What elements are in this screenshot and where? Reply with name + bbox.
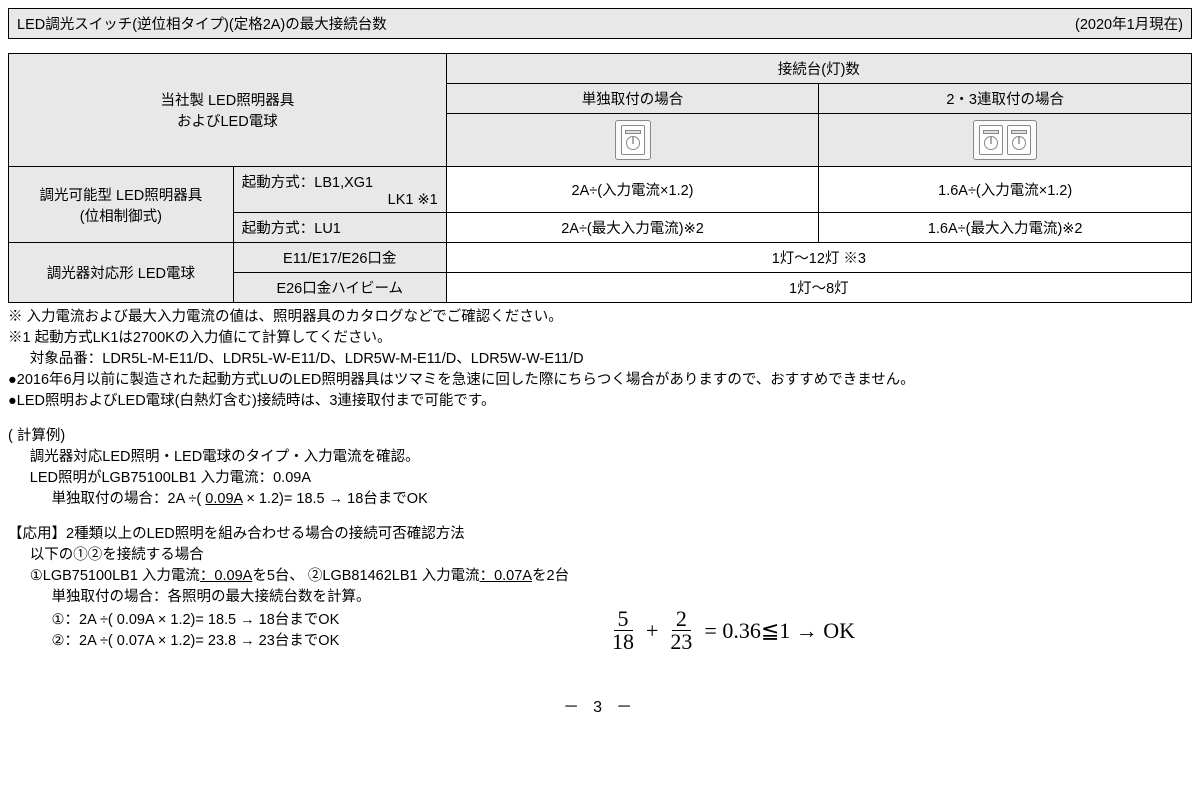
note-3: 2016年6月以前に製造された起動方式LUのLED照明器具はツマミを急速に回した… bbox=[8, 370, 1192, 391]
spec-table: 当社製 LED照明器具 およびLED電球 接続台(灯)数 単独取付の場合 2・3… bbox=[8, 53, 1192, 303]
title-left: LED調光スイッチ(逆位相タイプ)(定格2A)の最大接続台数 bbox=[17, 13, 387, 34]
calc-example: ( 計算例) 調光器対応LED照明・LED電球のタイプ・入力電流を確認。 LED… bbox=[8, 426, 1192, 510]
row1b-single: 2A÷(最大入力電流)※2 bbox=[446, 213, 819, 243]
hdr-left: 当社製 LED照明器具 およびLED電球 bbox=[9, 54, 447, 167]
note-2: ※1 起動方式LK1は2700Kの入力値にて計算してください。 bbox=[8, 328, 1192, 349]
app-hdr: 【応用】2種類以上のLED照明を組み合わせる場合の接続可否確認方法 bbox=[8, 524, 1192, 545]
row1a-mode: 起動方式：LB1,XG1 LK1 ※1 bbox=[233, 167, 446, 213]
app-l2: ①LGB75100LB1 入力電流：0.09Aを5台、 ②LGB81462LB1… bbox=[8, 566, 1192, 587]
note-1: ※ 入力電流および最大入力電流の値は、照明器具のカタログなどでご確認ください。 bbox=[8, 307, 1192, 328]
row2-label: 調光器対応形 LED電球 bbox=[9, 243, 234, 303]
app-l4: ①：2A ÷( 0.09A × 1.2)= 18.5 → 18台までOK bbox=[8, 610, 568, 631]
notes: ※ 入力電流および最大入力電流の値は、照明器具のカタログなどでご確認ください。 … bbox=[8, 307, 1192, 412]
app-l5: ②：2A ÷( 0.07A × 1.2)= 23.8 → 23台までOK bbox=[8, 631, 568, 652]
hdr-multi: 2・3連取付の場合 bbox=[819, 84, 1192, 114]
row2a-mode: E11/E17/E26口金 bbox=[233, 243, 446, 273]
row1-label: 調光可能型 LED照明器具 (位相制御式) bbox=[9, 167, 234, 243]
hdr-multi-icon bbox=[819, 114, 1192, 167]
calc-l3: 単独取付の場合：2A ÷( 0.09A × 1.2)= 18.5 → 18台まで… bbox=[8, 489, 1192, 510]
hdr-single: 単独取付の場合 bbox=[446, 84, 819, 114]
row2b-mode: E26口金ハイビーム bbox=[233, 273, 446, 303]
app-l1: 以下の①②を接続する場合 bbox=[8, 545, 1192, 566]
row1a-multi: 1.6A÷(入力電流×1.2) bbox=[819, 167, 1192, 213]
equation: 518 + 223 = 0.36≦1 → OK bbox=[608, 608, 855, 653]
app-l3: 単独取付の場合：各照明の最大接続台数を計算。 bbox=[8, 587, 1192, 608]
page-number: － 3 － bbox=[8, 693, 1192, 717]
row1b-mode: 起動方式：LU1 bbox=[233, 213, 446, 243]
note-4: LED照明およびLED電球(白熱灯含む)接続時は、3連接取付まで可能です。 bbox=[8, 391, 1192, 412]
row2a-val: 1灯～12灯 ※3 bbox=[446, 243, 1191, 273]
application: 【応用】2種類以上のLED照明を組み合わせる場合の接続可否確認方法 以下の①②を… bbox=[8, 524, 1192, 653]
calc-hdr: ( 計算例) bbox=[8, 426, 1192, 447]
row1b-multi: 1.6A÷(最大入力電流)※2 bbox=[819, 213, 1192, 243]
title-right: (2020年1月現在) bbox=[1075, 13, 1183, 34]
row1a-single: 2A÷(入力電流×1.2) bbox=[446, 167, 819, 213]
note-2b: 対象品番：LDR5L-M-E11/D、LDR5L-W-E11/D、LDR5W-M… bbox=[8, 349, 1192, 370]
calc-l2: LED照明がLGB75100LB1 入力電流：0.09A bbox=[8, 468, 1192, 489]
hdr-single-icon bbox=[446, 114, 819, 167]
title-bar: LED調光スイッチ(逆位相タイプ)(定格2A)の最大接続台数 (2020年1月現… bbox=[8, 8, 1192, 39]
calc-l1: 調光器対応LED照明・LED電球のタイプ・入力電流を確認。 bbox=[8, 447, 1192, 468]
hdr-top: 接続台(灯)数 bbox=[446, 54, 1191, 84]
row2b-val: 1灯～8灯 bbox=[446, 273, 1191, 303]
